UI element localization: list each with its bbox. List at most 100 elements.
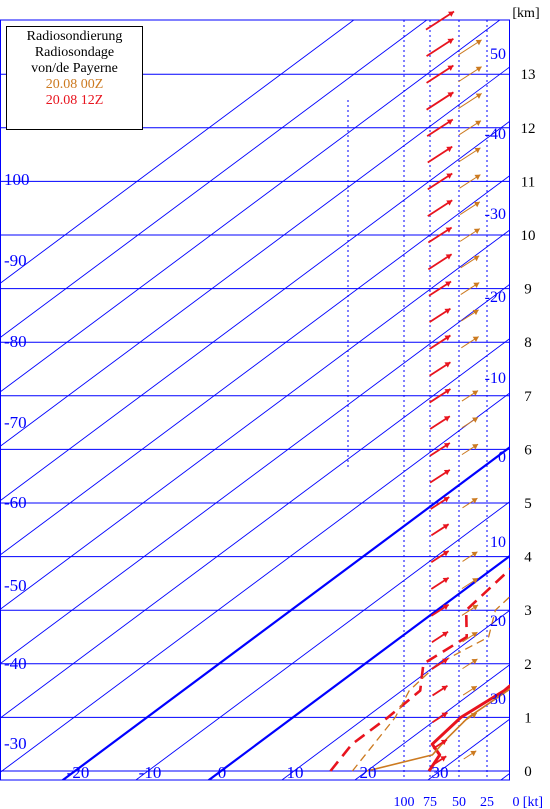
wind-barb-00z-head — [472, 444, 479, 450]
height-unit-label: [km] — [512, 6, 539, 21]
wind-barb-12z — [426, 91, 454, 111]
wind-barb-00z-head — [471, 498, 478, 504]
wind-barb-12z-head — [444, 308, 451, 315]
wind-barb-12z-head — [443, 416, 450, 422]
wind-barb-12z-head — [447, 65, 454, 71]
wind-barb-12z-head — [447, 92, 454, 98]
legend-entry-12z: 20.08 12Z — [45, 93, 104, 108]
legend: Radiosondierung Radiosondage von/de Paye… — [6, 26, 143, 130]
axis-label-layer: 012345678910111213[km]-30-40-50-60-70-80… — [4, 6, 543, 809]
wind-barb-00z-head — [475, 120, 482, 127]
wind-barb-00z-head — [473, 255, 480, 262]
wind-barb-12z-head — [442, 550, 449, 557]
isotherm-label-right: 30 — [490, 691, 506, 708]
isotherm-label-right: -20 — [485, 289, 506, 306]
isotherm-label-right: 0 — [498, 449, 506, 466]
wind-barb-00z-head — [473, 228, 480, 235]
height-tick-label: 4 — [524, 550, 532, 566]
isotherm-label-left: -70 — [4, 413, 27, 432]
isotherm-label-left: -40 — [4, 654, 27, 673]
wind-barb-12z — [425, 10, 455, 31]
isotherm-line — [0, 20, 355, 284]
wind-barb-12z-head — [440, 739, 447, 746]
isotherm-label-left: -80 — [4, 332, 27, 351]
wind-speed-tick-label: 50 — [452, 795, 466, 809]
height-tick-label: 3 — [524, 603, 532, 619]
wind-barb-12z-head — [444, 362, 451, 368]
wind-barb-12z-head — [443, 469, 450, 476]
temperature-tick-label: -20 — [67, 763, 90, 782]
height-tick-label: 8 — [524, 335, 532, 351]
wind-barb-12z-head — [446, 173, 453, 179]
wind-barb-12z-head — [443, 497, 450, 503]
plot-frame — [0, 19, 510, 781]
wind-barb-00z-head — [472, 604, 479, 611]
wind-barb-12z-head — [442, 631, 449, 638]
wind-barb-12z-head — [441, 685, 448, 692]
wind-barb-12z-head — [442, 577, 449, 584]
height-tick-label: 6 — [524, 442, 532, 458]
wind-barb-00z-head — [472, 578, 479, 584]
wind-barb-00z-head — [471, 551, 478, 558]
wind-barb-12z-head — [443, 443, 450, 449]
wind-barb-00z-head — [475, 66, 482, 73]
wind-speed-tick-label: 25 — [480, 795, 494, 809]
isotherm-label-right: -40 — [485, 126, 506, 143]
isotherm-label-right: -10 — [485, 370, 506, 387]
wind-barb-00z-head — [470, 686, 477, 692]
wind-barb-00z-head — [470, 712, 477, 719]
temperature-tick-label: 30 — [432, 763, 449, 782]
isotherm-label-left: 100 — [4, 170, 30, 189]
isotherm-line — [61, 445, 510, 780]
wind-barb-12z — [426, 64, 454, 84]
legend-entry-00z: 20.08 00Z — [45, 77, 104, 92]
wind-speed-tick-label: 100 — [394, 795, 415, 809]
isotherm-label-left: -50 — [4, 576, 27, 595]
temperature-tick-label: 20 — [360, 763, 377, 782]
height-tick-label: 2 — [524, 657, 532, 673]
wind-barb-12z-head — [442, 604, 449, 610]
isotherm-label-right: 50 — [490, 46, 506, 63]
legend-title-line-2: Radiosondage — [34, 45, 115, 60]
wind-speed-tick-label: 0 — [513, 795, 520, 809]
height-tick-label: 13 — [521, 67, 536, 83]
wind-barb-12z — [426, 37, 454, 57]
wind-barb-00z-head — [472, 417, 479, 423]
legend-title-line-3: von/de Payerne — [31, 61, 118, 76]
wind-barb-12z-head — [445, 281, 452, 287]
wind-barb-12z-head — [444, 335, 451, 341]
isotherm-label-left: -60 — [4, 493, 27, 512]
wind-barb-00z-head — [472, 390, 479, 396]
wind-barb-12z-head — [444, 389, 451, 395]
isotherm-line — [0, 20, 428, 339]
wind-barb-12z-head — [445, 254, 452, 260]
isotherm-line — [135, 500, 510, 780]
temperature-tick-label: 10 — [287, 763, 304, 782]
height-tick-label: 0 — [524, 764, 532, 780]
wind-barb-00z-head — [472, 336, 479, 342]
wind-unit-label: [kt] — [523, 795, 543, 809]
wind-barb-00z-head — [474, 174, 481, 181]
wind-barb-12z-head — [446, 200, 453, 206]
wind-barb-00z-head — [470, 750, 477, 757]
wind-barb-12z-head — [441, 712, 448, 718]
wind-barb-12z-head — [446, 146, 453, 153]
height-tick-label: 7 — [524, 389, 532, 405]
isotherm-line — [207, 554, 510, 780]
wind-barb-12z-head — [442, 524, 449, 530]
temperature-tick-label: 0 — [218, 763, 227, 782]
height-tick-label: 5 — [524, 496, 532, 512]
isotherm-label-left: -90 — [4, 251, 27, 270]
wind-barb-12z-head — [440, 756, 447, 762]
wind-barb-00z-head — [475, 93, 482, 99]
legend-title-line-1: Radiosondierung — [26, 29, 123, 44]
